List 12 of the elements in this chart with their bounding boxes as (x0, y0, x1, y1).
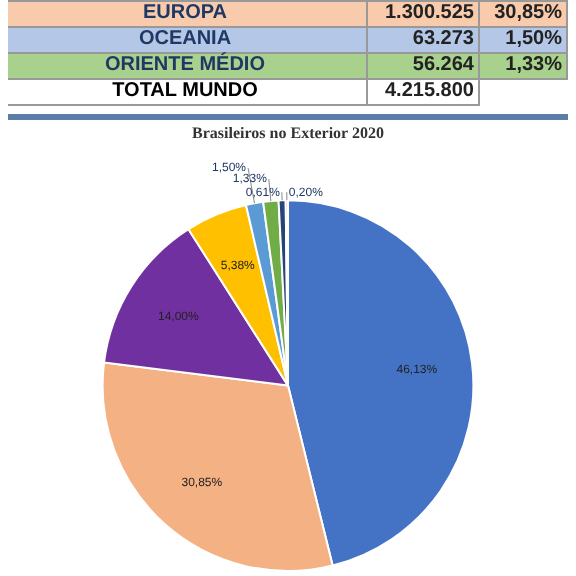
text: EUROPA (8, 2, 368, 28)
text: OCEANIA (8, 28, 368, 54)
text: 56.264 (368, 54, 480, 80)
text: ORIENTE MÉDIO (8, 54, 368, 80)
text: 63.273 (368, 28, 480, 54)
text: TOTAL MUNDO (8, 80, 368, 106)
chart-title: Brasileiros no Exterior 2020 (192, 123, 384, 142)
text: 1,33% (480, 54, 568, 80)
text: 4.215.800 (368, 80, 480, 106)
text: 30,85% (480, 2, 568, 28)
text: 1.300.525 (368, 2, 480, 28)
text: 1,50% (480, 28, 568, 54)
